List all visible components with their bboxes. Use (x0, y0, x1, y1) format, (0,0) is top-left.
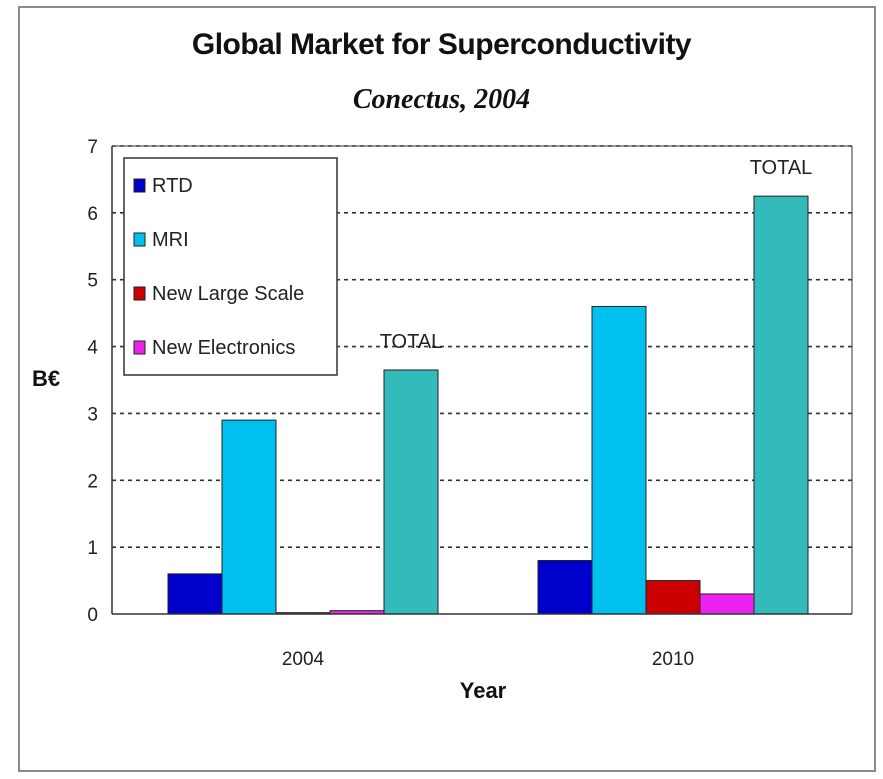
y-tick-label: 4 (87, 338, 98, 359)
legend-label-new-electronics: New Electronics (152, 337, 295, 359)
legend: RTD MRI New Large Scale New Electronics (123, 157, 338, 376)
bar-new-electronics-2010 (699, 593, 755, 615)
y-tick-label: 3 (87, 404, 98, 425)
y-tick-label: 1 (87, 538, 98, 559)
bar-mri-2004 (221, 419, 277, 615)
legend-label-rtd: RTD (152, 175, 193, 197)
y-axis-title: B€ (32, 366, 60, 391)
chart-title: Global Market for Superconductivity (191, 28, 692, 61)
x-tick-label: 2004 (282, 649, 325, 670)
y-tick-label: 5 (87, 271, 98, 292)
bar-total-2004 (383, 369, 439, 615)
bar-rtd-2004 (167, 573, 223, 615)
legend-swatch-mri (133, 232, 146, 247)
legend-label-new-large-scale: New Large Scale (152, 283, 304, 305)
labels: 0 1 2 3 4 5 6 7 TOTAL 2004 TOTAL 2010 Year B€ (32, 137, 812, 703)
x-axis-title: Year (460, 678, 507, 703)
legend-swatch-new-electronics (133, 340, 146, 355)
total-annotation: TOTAL (750, 157, 813, 179)
bar-mri-2010 (591, 305, 647, 615)
chart-subtitle: Conectus, 2004 (352, 84, 531, 115)
legend-swatch-new-large-scale (133, 286, 146, 301)
bars (167, 195, 809, 615)
legend-swatch-rtd (133, 178, 146, 193)
y-tick-label: 6 (87, 204, 98, 225)
y-tick-label: 2 (87, 471, 98, 492)
bar-rtd-2010 (537, 560, 593, 615)
legend-label-mri: MRI (152, 229, 189, 251)
axes (111, 145, 853, 615)
chart-frame (18, 6, 876, 772)
total-annotation: TOTAL (380, 331, 443, 353)
y-tick-label: 0 (87, 605, 98, 626)
bar-total-2010 (753, 195, 809, 615)
y-tick-label: 7 (87, 137, 98, 158)
legend-box (123, 157, 338, 376)
bar-new-large-scale-2010 (645, 580, 701, 615)
x-tick-label: 2010 (652, 649, 694, 670)
